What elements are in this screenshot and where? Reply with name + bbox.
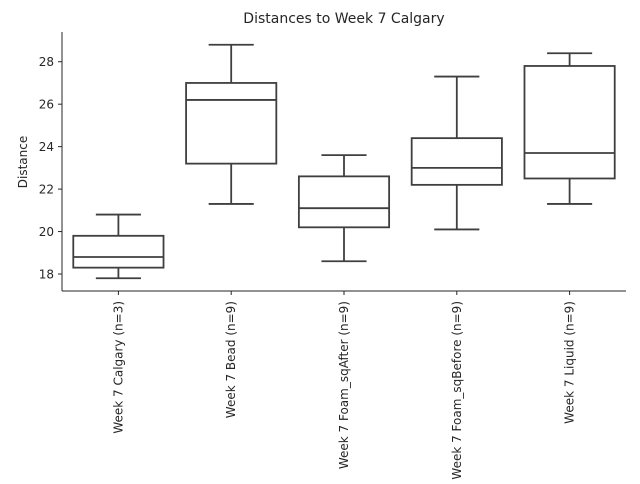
x-tick-label: Week 7 Bead (n=9) — [224, 301, 238, 418]
box-group — [523, 52, 616, 205]
y-axis-label: Distance — [16, 136, 30, 188]
chart-title: Distances to Week 7 Calgary — [243, 11, 444, 27]
y-tick-label: 24 — [39, 140, 54, 154]
y-tick-label: 22 — [39, 183, 54, 197]
y-tick-label: 18 — [39, 268, 54, 282]
boxes — [72, 43, 616, 280]
x-tick-label: Week 7 Liquid (n=9) — [563, 301, 577, 424]
box-group — [72, 213, 165, 280]
iqr-box — [410, 137, 503, 186]
iqr-box — [297, 175, 391, 229]
y-tick-label: 26 — [39, 98, 54, 112]
iqr-box — [72, 234, 165, 269]
x-tick-labels: Week 7 Calgary (n=3) Week 7 Bead (n=9) Wee… — [111, 291, 577, 480]
iqr-box — [185, 82, 278, 165]
x-tick-label: Week 7 Foam_sqAfter (n=9) — [337, 301, 351, 469]
iqr-box — [523, 65, 616, 180]
y-ticks: 18 20 22 24 26 28 — [39, 55, 62, 282]
x-tick-label: Week 7 Calgary (n=3) — [111, 301, 125, 434]
box-group — [185, 43, 278, 205]
box-group — [297, 154, 391, 263]
y-tick-label: 28 — [39, 55, 54, 69]
x-tick-label: Week 7 Foam_sqBefore (n=9) — [450, 301, 464, 480]
y-tick-label: 20 — [39, 225, 54, 239]
box-group — [410, 75, 503, 231]
